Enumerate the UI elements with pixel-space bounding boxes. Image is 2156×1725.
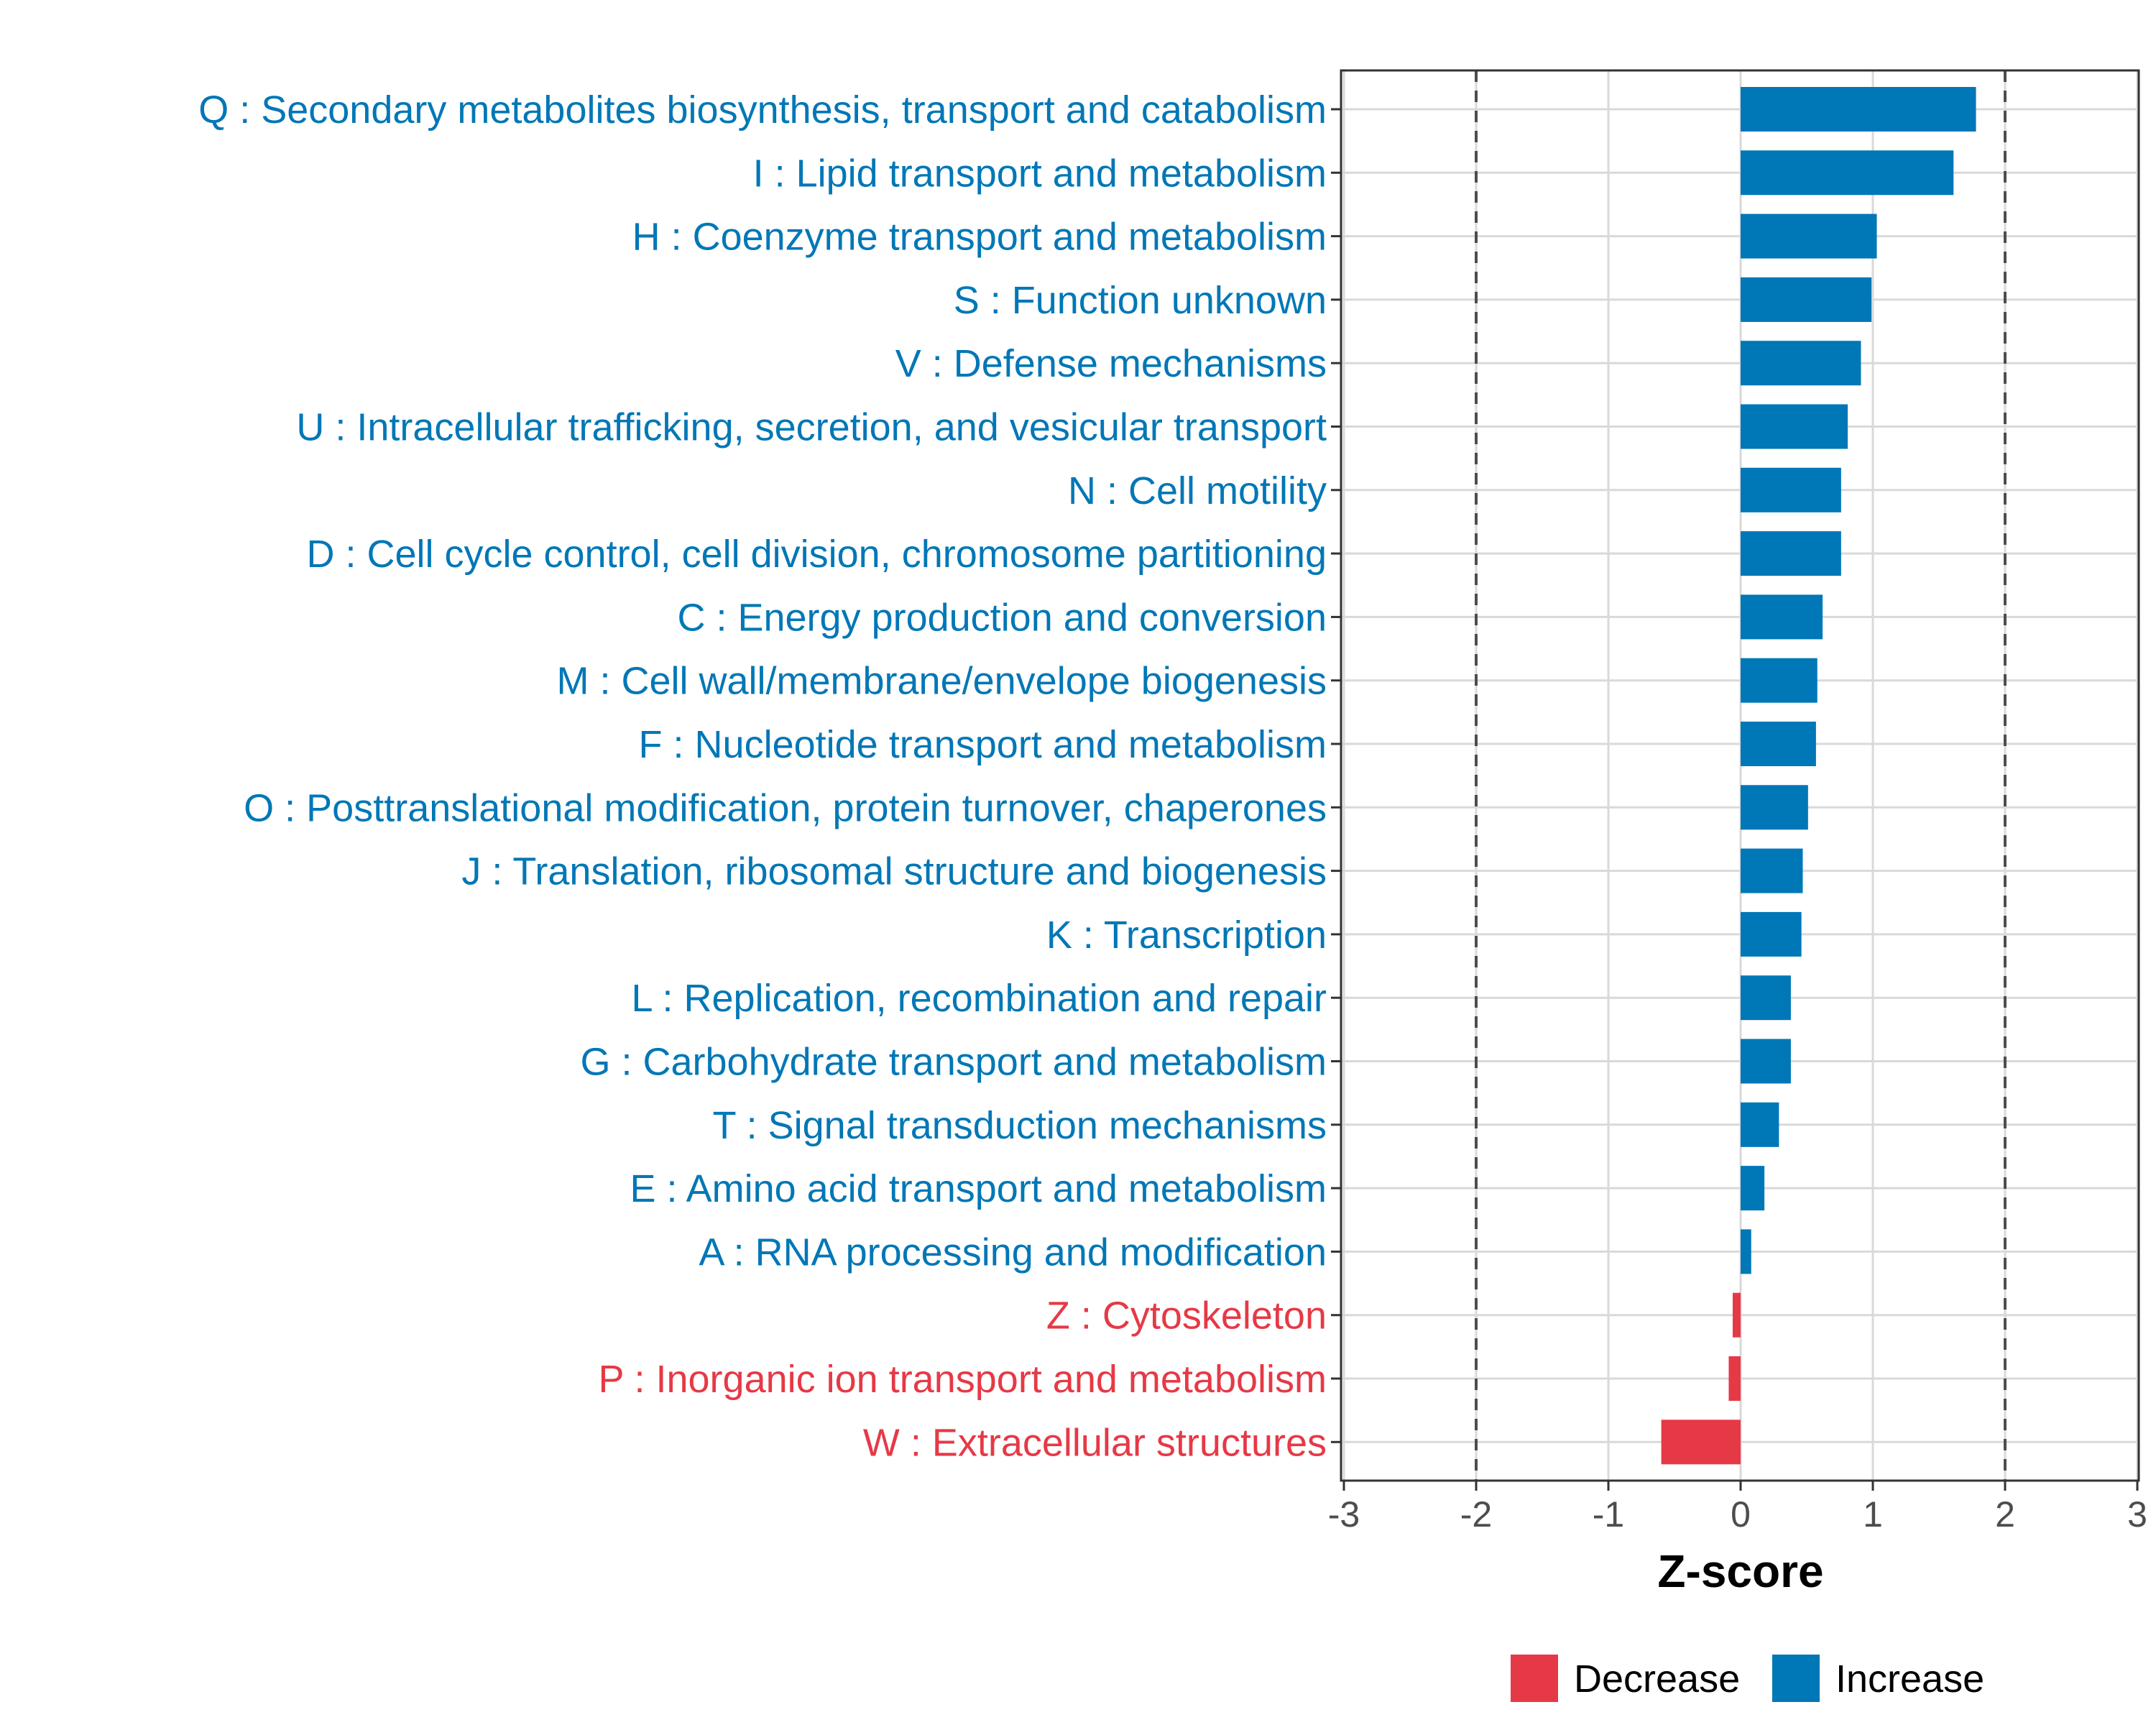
bar (1741, 531, 1841, 576)
x-tick-label: 3 (2127, 1494, 2147, 1535)
y-axis: Q : Secondary metabolites biosynthesis, … (198, 88, 1341, 1464)
reference-lines (1475, 70, 2007, 1481)
bar (1661, 1420, 1741, 1465)
x-tick-label: -3 (1328, 1494, 1360, 1535)
bar (1741, 722, 1816, 766)
bar (1741, 594, 1823, 640)
category-label: V : Defense mechanisms (895, 342, 1327, 385)
bar (1741, 213, 1877, 259)
category-label: L : Replication, recombination and repai… (631, 977, 1327, 1020)
legend-label-decrease: Decrease (1574, 1657, 1740, 1701)
bar (1732, 1292, 1741, 1338)
category-label: J : Translation, ribosomal structure and… (461, 850, 1327, 893)
category-label: O : Posttranslational modification, prot… (244, 786, 1327, 829)
category-label: Q : Secondary metabolites biosynthesis, … (198, 88, 1327, 132)
legend: Decrease Increase (1511, 1655, 1984, 1702)
bar (1741, 975, 1791, 1021)
category-label: E : Amino acid transport and metabolism (630, 1167, 1327, 1210)
bar (1741, 467, 1841, 512)
x-tick-label: -2 (1460, 1494, 1492, 1535)
x-axis: -3 -2 -1 0 1 2 3 (1328, 1481, 2147, 1535)
bar (1741, 1166, 1765, 1211)
category-label: H : Coenzyme transport and metabolism (632, 216, 1327, 259)
category-label: U : Intracellular trafficking, secretion… (296, 406, 1327, 449)
bars (1661, 87, 1976, 1465)
x-tick-label: 2 (1995, 1494, 2015, 1535)
bar (1741, 848, 1803, 893)
bar (1741, 658, 1818, 703)
category-label: F : Nucleotide transport and metabolism (639, 723, 1327, 766)
category-label: I : Lipid transport and metabolism (753, 152, 1327, 195)
category-label: S : Function unknown (954, 279, 1327, 322)
bar (1741, 150, 1954, 196)
bar (1741, 1102, 1779, 1147)
category-label: A : RNA processing and modification (699, 1230, 1327, 1274)
category-label: N : Cell motility (1068, 469, 1327, 512)
legend-swatch-decrease (1511, 1655, 1558, 1702)
bar (1741, 785, 1808, 830)
bar (1741, 341, 1861, 386)
bar (1741, 277, 1872, 322)
x-tick-label: 1 (1863, 1494, 1883, 1535)
bar (1741, 404, 1848, 449)
x-axis-title: Z-score (1657, 1545, 1823, 1597)
category-label: W : Extracellular structures (863, 1421, 1327, 1464)
legend-swatch-increase (1772, 1655, 1820, 1702)
category-label: T : Signal transduction mechanisms (713, 1104, 1327, 1147)
bar (1728, 1356, 1741, 1401)
category-label: C : Energy production and conversion (677, 596, 1327, 639)
bar (1741, 87, 1976, 132)
category-label: K : Transcription (1046, 914, 1327, 957)
category-label: Z : Cytoskeleton (1046, 1294, 1327, 1338)
x-tick-label: 0 (1731, 1494, 1751, 1535)
bar (1741, 1229, 1751, 1274)
category-label: D : Cell cycle control, cell division, c… (306, 533, 1327, 576)
bar (1741, 911, 1802, 957)
legend-label-increase: Increase (1835, 1657, 1984, 1701)
category-label: M : Cell wall/membrane/envelope biogenes… (556, 660, 1327, 703)
x-tick-label: -1 (1593, 1494, 1624, 1535)
bar (1741, 1039, 1791, 1084)
category-label: G : Carbohydrate transport and metabolis… (581, 1041, 1327, 1084)
category-label: P : Inorganic ion transport and metaboli… (598, 1358, 1327, 1401)
